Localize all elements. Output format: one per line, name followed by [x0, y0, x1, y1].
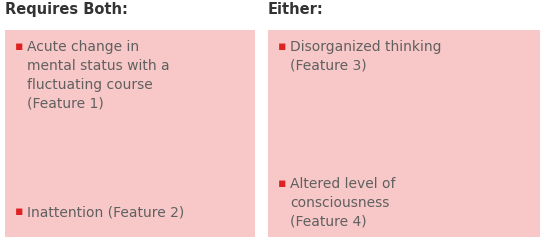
Text: ▪: ▪	[15, 40, 23, 53]
Text: Disorganized thinking
(Feature 3): Disorganized thinking (Feature 3)	[290, 40, 441, 73]
Text: Acute change in
mental status with a
fluctuating course
(Feature 1): Acute change in mental status with a flu…	[27, 40, 169, 111]
Text: ▪: ▪	[278, 177, 287, 190]
Text: Inattention (Feature 2): Inattention (Feature 2)	[27, 205, 184, 219]
Text: ▪: ▪	[278, 40, 287, 53]
Text: Requires Both:: Requires Both:	[5, 2, 128, 17]
Bar	[268, 30, 540, 237]
Text: Either:: Either:	[268, 2, 324, 17]
Bar	[5, 30, 255, 237]
Text: ▪: ▪	[15, 205, 23, 218]
Text: Altered level of
consciousness
(Feature 4): Altered level of consciousness (Feature …	[290, 177, 396, 229]
